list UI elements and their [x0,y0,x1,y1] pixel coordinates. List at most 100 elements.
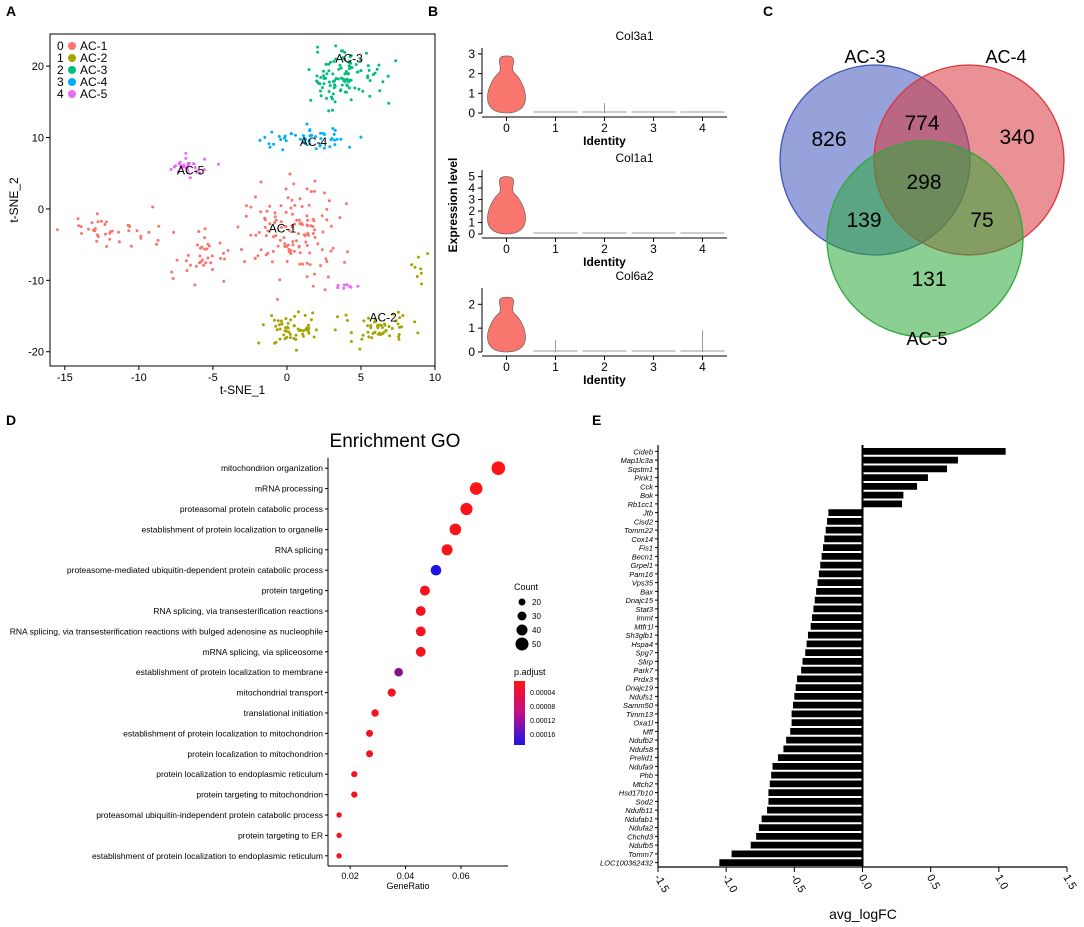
go-dotplot-panel: Enrichment GO mitochondrion organization m… [10,431,556,891]
logfc-gene-label: Samm50 [623,701,654,710]
tsne-y-tick-label: 10 [32,133,44,145]
tsne-point [263,225,267,229]
tsne-point [254,233,258,237]
tsne-point [345,319,349,322]
logfc-gene-label: Cck [640,482,654,491]
tsne-point [338,216,342,220]
tsne-point [195,169,199,173]
tsne-point [274,218,278,222]
tsne-point [104,232,107,236]
tsne-point [342,283,346,287]
logfc-bar [777,754,863,761]
tsne-point [96,220,100,224]
tsne-y-tick-label: -10 [28,275,44,287]
tsne-point [174,164,177,168]
tsne-point [356,284,360,288]
tsne-point [206,256,210,260]
panel-label-b: B [428,3,438,19]
tsne-point [197,230,201,233]
tsne-point [397,333,401,336]
logfc-gene-label: Dnajc15 [625,596,653,605]
tsne-point [329,60,333,64]
tsne-point [325,218,329,222]
tsne-point [177,162,181,166]
go-dot [491,461,506,476]
tsne-point [340,83,344,87]
go-dot [371,709,379,717]
logfc-x-axis-label: avg_logFC [829,906,897,922]
tsne-point [279,138,283,141]
logfc-bar [820,561,863,569]
tsne-point [303,233,307,237]
tsne-point [259,248,263,252]
tsne-point [366,324,370,328]
logfc-gene-label: Cideb [633,447,653,456]
violin-y-tick-label: 1 [468,86,475,100]
go-count-legend-label: 50 [532,640,541,649]
go-term-label: proteasome-mediated ubiquitin-dependent … [67,565,323,575]
logfc-gene-label: Ndufab1 [625,815,653,824]
tsne-point [272,142,276,146]
tsne-point [271,249,275,253]
tsne-point [327,109,331,113]
go-term-label: protein targeting [262,586,324,596]
violin-y-axis-label: Expression level [446,158,460,253]
tsne-point [273,221,277,225]
tsne-point [339,66,343,70]
tsne-point [400,325,403,329]
violin-shape [487,176,526,235]
go-term-label: establishment of protein localization to… [92,851,323,861]
tsne-cluster-label: AC-1 [269,221,297,235]
tsne-point [332,86,336,90]
tsne-point [306,233,310,237]
tsne-point [294,348,298,352]
logfc-gene-label: Mff [643,727,654,736]
logfc-gene-label: Phb [640,771,653,780]
go-title: Enrichment GO [330,431,461,452]
go-term-label: protein targeting to mitochondrion [196,790,323,800]
tsne-point [350,66,354,70]
tsne-point [420,282,424,286]
tsne-point [357,87,361,91]
tsne-point [309,98,313,102]
tsne-point [323,288,327,292]
venn-set-label: AC-5 [906,329,947,349]
tsne-point [343,90,347,94]
tsne-point [309,224,313,228]
go-padjust-legend-label: 0.00008 [530,704,555,711]
go-term-label: RNA splicing [275,545,323,555]
logfc-bar [767,806,863,814]
logfc-gene-label: Hsd17b10 [619,789,654,798]
tsne-point [274,324,278,328]
venn-set-label: AC-4 [985,47,1026,67]
violin-x-tick-label: 4 [699,360,706,374]
tsne-point [337,67,341,71]
tsne-point [298,137,302,141]
tsne-point [327,62,331,66]
tsne-point [314,328,318,332]
tsne-point [209,261,213,265]
tsne-point [288,332,292,336]
tsne-point [327,80,331,84]
logfc-gene-label: Ndufa9 [629,762,654,771]
logfc-gene-label: Ndufb2 [629,736,654,745]
tsne-point [301,334,305,338]
logfc-bar [761,815,863,823]
panel-label-c: C [763,3,773,19]
tsne-point [416,331,420,335]
tsne-point [284,187,288,191]
logfc-gene-label: Park7 [633,666,653,675]
tsne-legend-label: AC-4 [80,75,108,89]
tsne-legend-number: 3 [57,75,64,89]
tsne-point [193,283,197,287]
tsne-point [284,139,288,143]
tsne-point [179,166,183,170]
tsne-point [295,218,299,222]
tsne-point [333,83,336,87]
tsne-x-tick-label: 10 [429,372,441,384]
tsne-point [200,245,204,249]
tsne-point [338,89,342,93]
go-dot [336,812,342,818]
tsne-point [396,310,400,314]
violin-x-axis-label: Identity [583,373,626,387]
